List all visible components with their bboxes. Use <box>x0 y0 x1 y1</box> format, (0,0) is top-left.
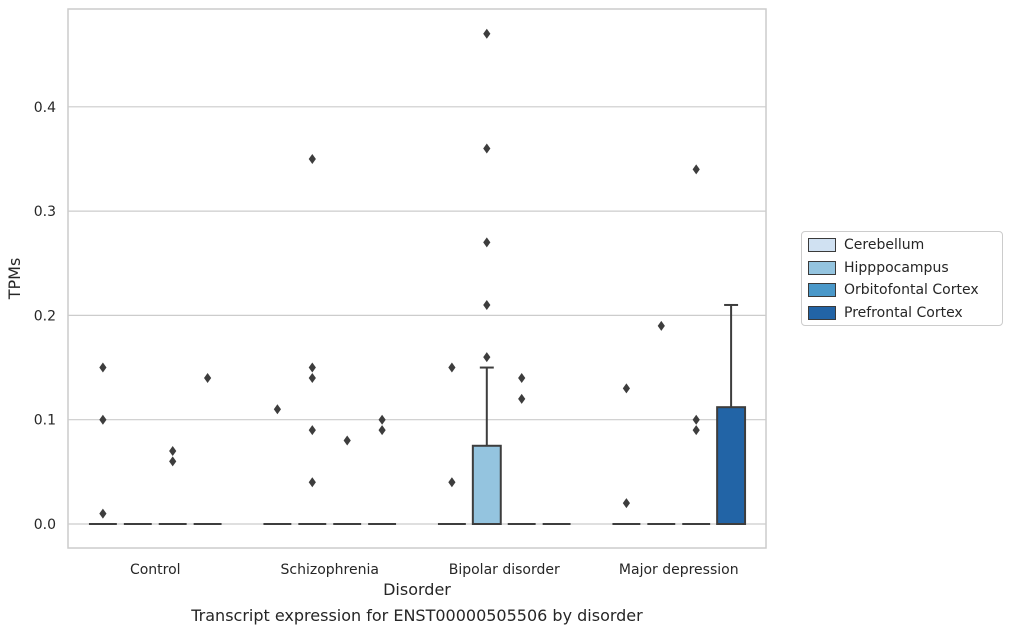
y-tick-label: 0.2 <box>34 308 56 324</box>
outlier-point <box>692 414 700 425</box>
outlier-point <box>99 414 107 425</box>
legend-label: Hipppocampus <box>844 260 949 276</box>
outlier-point <box>169 445 177 456</box>
legend-swatch <box>808 306 836 320</box>
outlier-point <box>308 425 316 436</box>
outlier-point <box>308 362 316 373</box>
y-tick-labels: 0.0 0.1 0.2 0.3 0.4 <box>34 100 56 533</box>
outlier-point <box>622 498 630 509</box>
legend-label: Cerebellum <box>844 237 925 253</box>
outlier-point <box>99 508 107 519</box>
plot-frame <box>67 8 767 549</box>
outlier-point <box>273 404 281 415</box>
x-tick-label: Control <box>130 562 181 578</box>
x-tick-labels: Control Schizophrenia Bipolar disorder Majo… <box>130 562 739 578</box>
outlier-point <box>308 477 316 488</box>
legend-swatch <box>808 283 836 297</box>
y-tick-label: 0.4 <box>34 100 56 116</box>
x-tick-label: Schizophrenia <box>281 562 379 578</box>
outlier-point <box>99 362 107 373</box>
x-tick-label: Bipolar disorder <box>449 562 560 578</box>
legend-swatch <box>808 238 836 252</box>
outlier-point <box>308 372 316 383</box>
outlier-point <box>692 425 700 436</box>
x-axis-label: Disorder <box>383 580 451 599</box>
outlier-point <box>518 372 526 383</box>
outlier-point <box>483 352 491 363</box>
legend-label: Orbitofontal Cortex <box>844 282 979 298</box>
outlier-point <box>204 372 212 383</box>
legend-item-prefrontal-cortex: Prefrontal Cortex <box>808 303 963 323</box>
y-tick-label: 0.3 <box>34 204 56 220</box>
box <box>471 366 502 525</box>
outlier-point <box>343 435 351 446</box>
outlier-point <box>378 425 386 436</box>
y-tick-label: 0.0 <box>34 517 56 533</box>
box-series <box>88 303 747 525</box>
outlier-point <box>378 414 386 425</box>
legend-item-hippocampus: Hipppocampus <box>808 258 949 278</box>
outlier-point <box>483 237 491 248</box>
legend-swatch <box>808 261 836 275</box>
outlier-point <box>622 383 630 394</box>
outlier-point <box>692 164 700 175</box>
legend-item-cerebellum: Cerebellum <box>808 235 924 255</box>
outlier-point <box>448 477 456 488</box>
outlier-points <box>99 28 700 519</box>
chart-caption: Transcript expression for ENST0000050550… <box>191 606 643 625</box>
outlier-point <box>308 153 316 164</box>
box <box>716 303 747 525</box>
outlier-point <box>483 299 491 310</box>
outlier-point <box>657 320 665 331</box>
x-tick-label: Major depression <box>619 562 739 578</box>
y-tick-label: 0.1 <box>34 413 56 429</box>
legend: Cerebellum Hipppocampus Orbitofontal Cor… <box>801 231 1003 326</box>
legend-item-orbitofrontal-cortex: Orbitofontal Cortex <box>808 280 979 300</box>
outlier-point <box>448 362 456 373</box>
box-body <box>471 444 502 525</box>
outlier-point <box>518 393 526 404</box>
legend-label: Prefrontal Cortex <box>844 305 963 321</box>
box-body <box>716 406 747 525</box>
outlier-point <box>483 28 491 39</box>
outlier-point <box>169 456 177 467</box>
outlier-point <box>483 143 491 154</box>
y-axis-label: TPMs <box>5 258 24 301</box>
